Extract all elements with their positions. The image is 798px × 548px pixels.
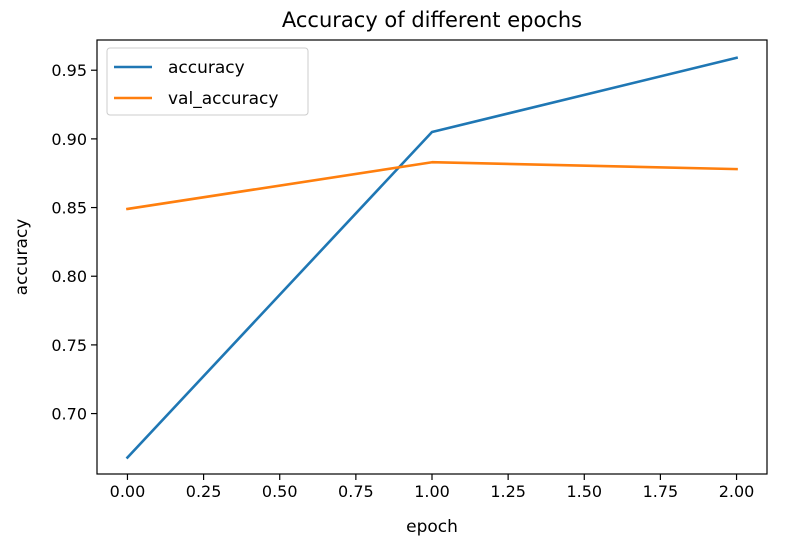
legend-label-val-accuracy: val_accuracy xyxy=(168,89,278,109)
y-tick-label: 0.85 xyxy=(51,199,87,218)
y-axis-label: accuracy xyxy=(12,219,32,296)
x-tick-label: 1.25 xyxy=(490,482,526,501)
y-tick-label: 0.75 xyxy=(51,336,87,355)
x-tick-label: 1.50 xyxy=(566,482,602,501)
x-tick-label: 0.00 xyxy=(110,482,146,501)
x-tick-label: 0.25 xyxy=(186,482,222,501)
x-axis-label: epoch xyxy=(406,517,458,537)
y-tick-label: 0.70 xyxy=(51,405,87,424)
y-axis: 0.70 0.75 0.80 0.85 0.90 0.95 xyxy=(51,61,97,424)
series-line-val-accuracy xyxy=(125,160,738,211)
y-tick-label: 0.95 xyxy=(51,61,87,80)
series-line-accuracy xyxy=(125,56,739,460)
chart-title: Accuracy of different epochs xyxy=(282,8,582,32)
legend-label-accuracy: accuracy xyxy=(168,58,245,78)
legend: accuracy val_accuracy xyxy=(106,47,309,116)
x-tick-label: 0.50 xyxy=(262,482,298,501)
x-tick-label: 0.75 xyxy=(338,482,374,501)
series-lines xyxy=(125,56,739,460)
x-tick-label: 2.00 xyxy=(719,482,755,501)
x-tick-label: 1.75 xyxy=(643,482,679,501)
x-tick-label: 1.00 xyxy=(414,482,450,501)
y-tick-label: 0.80 xyxy=(51,267,87,286)
x-axis: 0.00 0.25 0.50 0.75 1.00 1.25 1.50 1.75 2.00 xyxy=(110,474,755,501)
y-tick-label: 0.90 xyxy=(51,130,87,149)
legend-box xyxy=(106,47,309,116)
